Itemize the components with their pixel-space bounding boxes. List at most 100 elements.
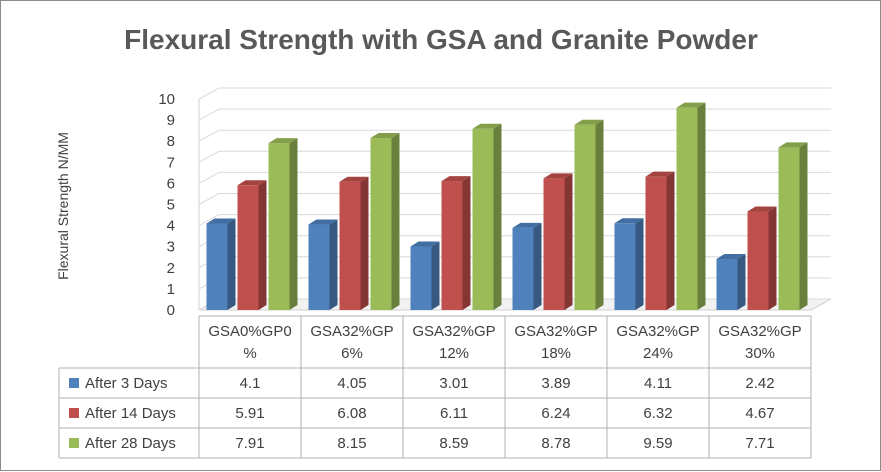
bar-side (737, 253, 746, 310)
bar-top (472, 123, 502, 129)
y-tick-label: 5 (167, 197, 175, 214)
bar-1-3 (410, 246, 432, 310)
category-label: GSA32%GP (616, 323, 699, 340)
y-tick-label: 9 (167, 112, 175, 129)
bar-top (441, 176, 471, 182)
bar-2-5 (645, 176, 667, 310)
gridline (198, 193, 831, 205)
legend-key-2 (69, 408, 79, 418)
bar-top (410, 241, 440, 247)
bar-top (206, 218, 236, 224)
bar-top (268, 138, 298, 144)
bar-top (676, 102, 706, 108)
table-value: 6.08 (337, 405, 366, 422)
table-value: 6.32 (643, 405, 672, 422)
y-tick-label: 8 (167, 133, 175, 150)
bar-side (564, 173, 573, 310)
y-tick-label: 10 (158, 91, 175, 108)
bar-3-2 (370, 138, 392, 310)
table-value: 5.91 (235, 405, 264, 422)
bar-side (666, 171, 675, 310)
bar-side (533, 222, 542, 310)
category-label: GSA32%GP (514, 323, 597, 340)
bar-top (512, 222, 542, 228)
bar-side (360, 176, 369, 310)
bar-1-6 (716, 258, 738, 310)
y-tick-label: 7 (167, 154, 175, 171)
category-label: 30% (745, 345, 775, 362)
bar-top (778, 142, 808, 148)
category-label: GSA32%GP (718, 323, 801, 340)
gridline (198, 150, 831, 163)
category-label: 18% (541, 345, 571, 362)
legend-label: After 3 Days (85, 375, 168, 392)
y-tick-label: 2 (167, 260, 175, 277)
bar-top (543, 173, 573, 179)
gridline (198, 214, 831, 227)
category-label: 12% (439, 345, 469, 362)
table-value: 3.89 (541, 375, 570, 392)
category-label: 6% (341, 345, 363, 362)
gridline (198, 129, 831, 142)
legend-key-3 (69, 438, 79, 448)
bar-1-2 (308, 224, 330, 310)
bar-2-3 (441, 181, 463, 310)
bar-top (308, 219, 338, 225)
category-label: GSA32%GP (310, 323, 393, 340)
bar-side (493, 123, 502, 310)
bar-side (329, 219, 338, 310)
bar-top (747, 206, 777, 212)
bar-2-2 (339, 181, 361, 310)
table-value: 8.15 (337, 435, 366, 452)
bar-3-3 (472, 128, 494, 310)
category-label: GSA0%GP0 (208, 323, 291, 340)
bar-2-6 (747, 211, 769, 310)
bar-top (716, 253, 746, 259)
gridline (198, 108, 831, 121)
table-value: 6.11 (440, 405, 468, 422)
y-tick-label: 0 (167, 302, 175, 319)
bar-side (431, 241, 440, 310)
bar-3-5 (676, 107, 698, 310)
y-tick-label: 4 (167, 218, 175, 235)
y-tick-label: 3 (167, 239, 175, 256)
category-label: % (243, 345, 256, 362)
bar-side (697, 102, 706, 310)
bar-top (574, 119, 604, 125)
category-label: 24% (643, 345, 673, 362)
table-value: 7.91 (235, 435, 264, 452)
table-value: 4.11 (644, 375, 672, 392)
bar-side (768, 206, 777, 310)
bar-3-4 (574, 124, 596, 310)
legend-label: After 28 Days (85, 435, 176, 452)
bar-top (339, 176, 369, 182)
table-value: 8.78 (541, 435, 570, 452)
bar-1-4 (512, 227, 534, 310)
table-value: 6.24 (541, 405, 570, 422)
bar-side (227, 218, 236, 310)
table-value: 8.59 (439, 435, 468, 452)
bar-side (462, 176, 471, 310)
category-label: GSA32%GP (412, 323, 495, 340)
chart-title: Flexural Strength with GSA and Granite P… (124, 24, 758, 55)
bar-1-1 (206, 223, 228, 310)
bar-side (635, 218, 644, 310)
legend-key-1 (69, 378, 79, 388)
bar-top (645, 171, 675, 177)
y-axis-label: Flexural Strength N/MM (55, 132, 71, 280)
y-tick-label: 1 (167, 281, 175, 298)
bar-3-1 (268, 143, 290, 310)
bar-2-1 (237, 185, 259, 310)
table-value: 4.67 (745, 405, 774, 422)
table-value: 7.71 (745, 435, 774, 452)
bar-side (799, 142, 808, 310)
bar-side (595, 119, 604, 310)
bar-3-6 (778, 147, 800, 310)
legend-label: After 14 Days (85, 405, 176, 422)
bar-side (391, 133, 400, 310)
bar-top (370, 133, 400, 139)
table-value: 4.05 (337, 375, 366, 392)
bar-top (614, 218, 644, 224)
